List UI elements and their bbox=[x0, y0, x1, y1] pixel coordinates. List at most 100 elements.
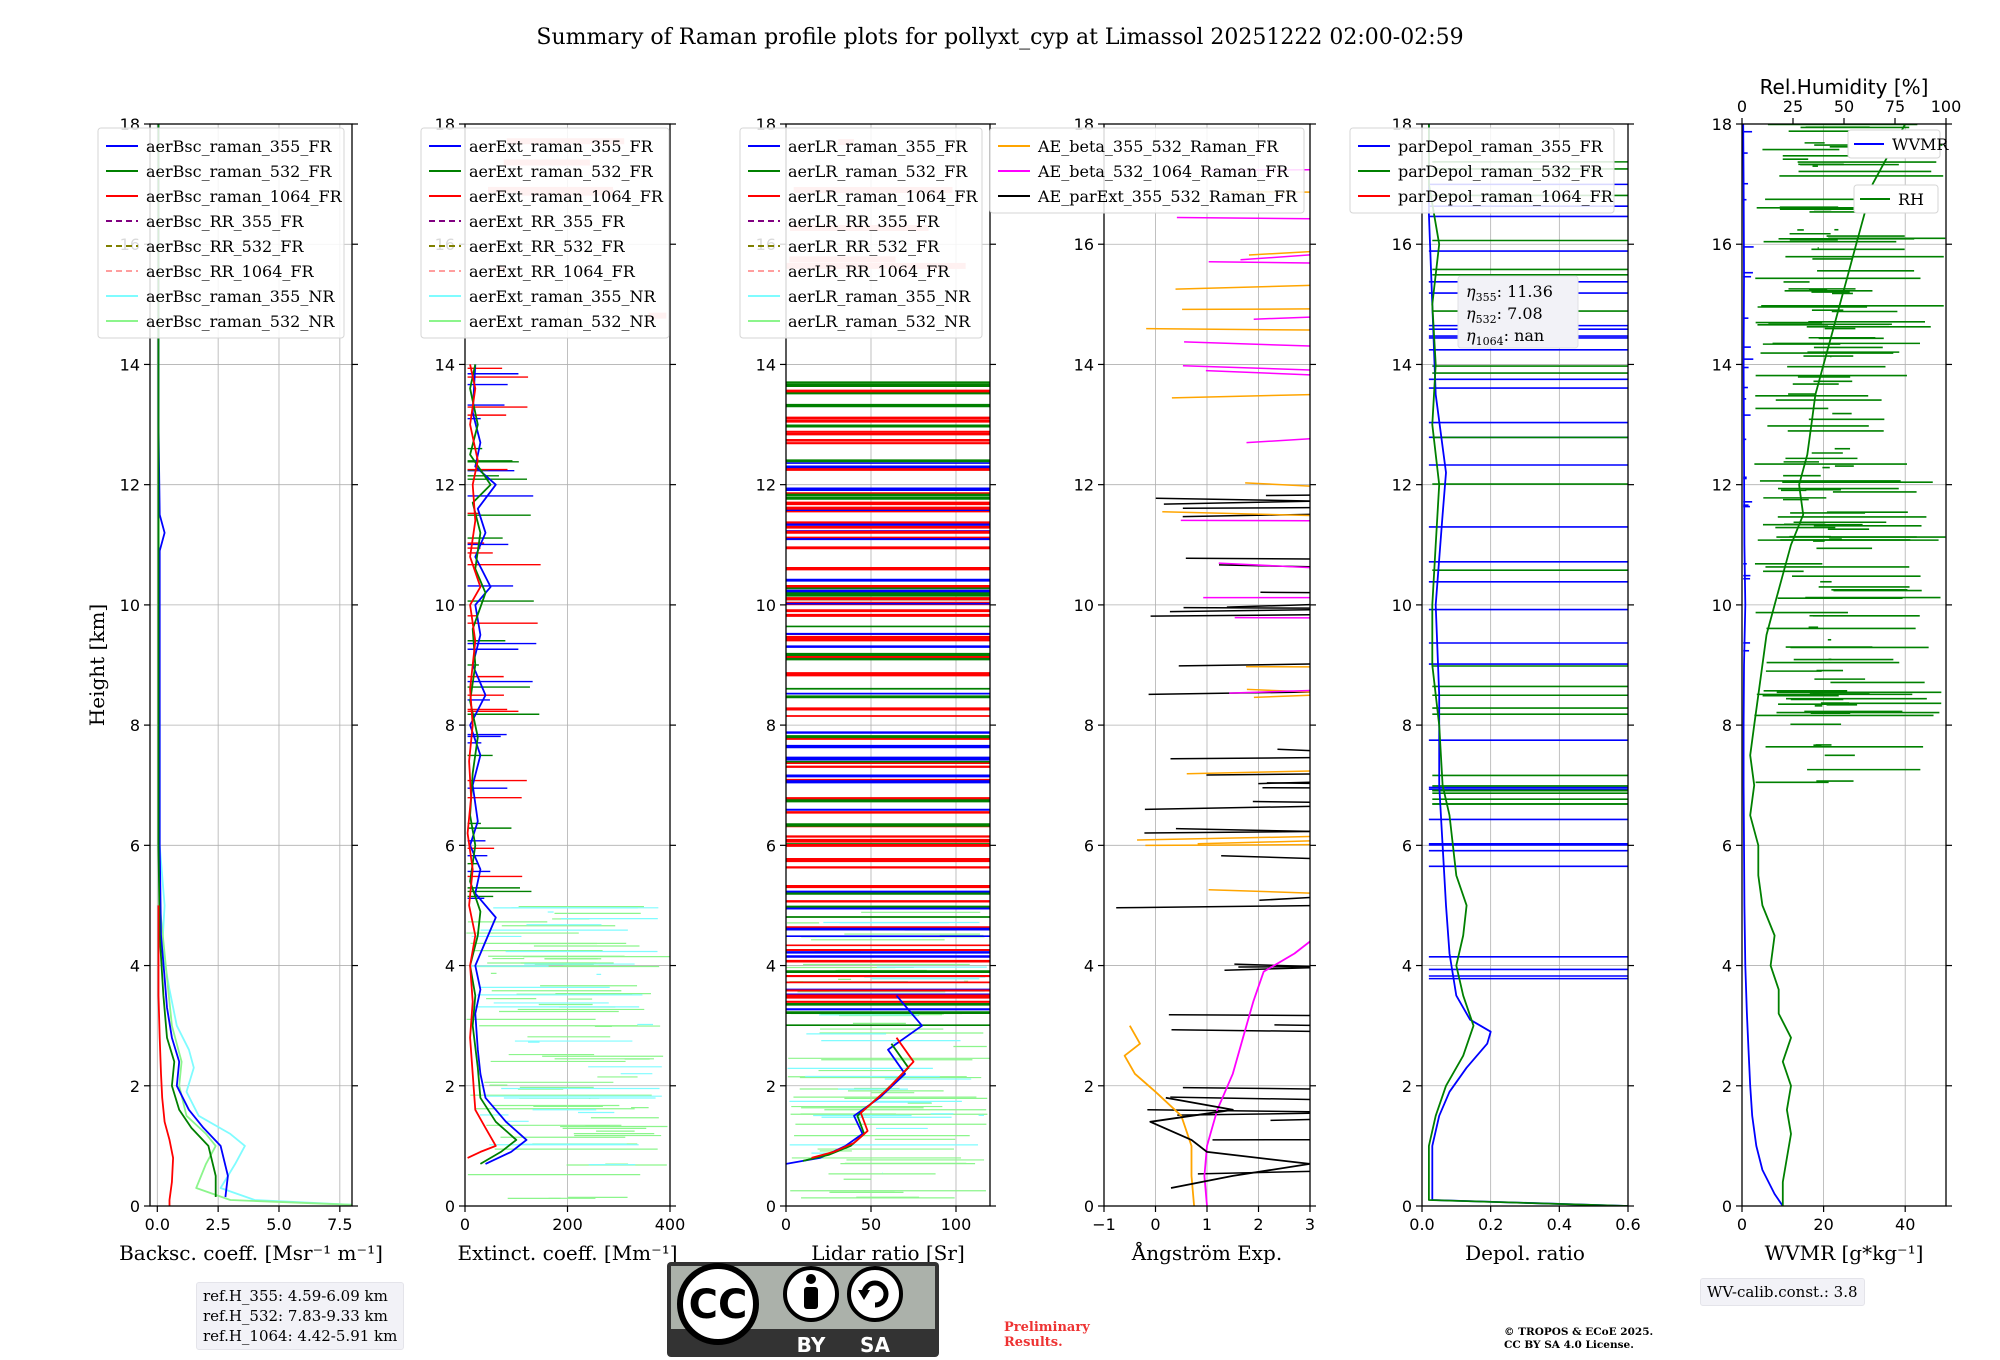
ref-height-532: ref.H_532: 7.83-9.33 km bbox=[203, 1307, 388, 1325]
legend-box bbox=[1847, 129, 1941, 159]
ytick-label: 0 bbox=[1722, 1197, 1732, 1216]
ae-orange-segment bbox=[1146, 327, 1310, 331]
xtick-label: 2.5 bbox=[205, 1215, 230, 1234]
ae-black-segment bbox=[1171, 1028, 1310, 1033]
ytick-label: 14 bbox=[1074, 355, 1094, 374]
ytick-label: 0 bbox=[1402, 1197, 1412, 1216]
wv-xlabel: WVMR [g*kg⁻¹] bbox=[1765, 1241, 1924, 1265]
series-AE_beta_532_1064_Raman_FR bbox=[1203, 940, 1310, 1206]
ae-black-segment bbox=[1116, 904, 1310, 909]
ext-xlabel: Extinct. coeff. [Mm⁻¹] bbox=[457, 1241, 677, 1265]
ytick-label: 8 bbox=[1084, 716, 1094, 735]
series-aerBsc_raman_532_FR bbox=[157, 124, 217, 1197]
series-aerExt_raman_355_FR bbox=[469, 364, 528, 1165]
ref-height-355: ref.H_355: 4.59-6.09 km bbox=[203, 1287, 388, 1305]
xtick-label: 200 bbox=[552, 1215, 583, 1234]
cc-label: CC bbox=[689, 1282, 748, 1328]
ytick-label: 16 bbox=[1392, 235, 1412, 254]
lr-axes-frame bbox=[785, 123, 991, 1207]
ytick-label: 8 bbox=[130, 716, 140, 735]
ae-black-segment bbox=[1170, 1096, 1310, 1101]
xtick-label: 50 bbox=[861, 1215, 881, 1234]
wv-top-xlabel: Rel.Humidity [%] bbox=[1760, 75, 1929, 99]
legend-box bbox=[1853, 184, 1939, 214]
legend-label: AE_beta_532_1064_Raman_FR bbox=[1037, 162, 1289, 181]
ytick-label: 12 bbox=[435, 476, 455, 495]
xtick-label: 3 bbox=[1305, 1215, 1315, 1234]
ae-black-segment bbox=[1144, 805, 1310, 811]
xtick-label: 20 bbox=[1813, 1215, 1833, 1234]
xtick-label: 400 bbox=[655, 1215, 686, 1234]
ytick-label: 12 bbox=[1392, 476, 1412, 495]
ae-orange-segment bbox=[1245, 482, 1310, 487]
ytick-label: 2 bbox=[1084, 1077, 1094, 1096]
legend-label: aerBsc_RR_532_FR bbox=[146, 237, 304, 256]
wv-plot-area bbox=[1742, 124, 1946, 1206]
ytick-label: 10 bbox=[1712, 596, 1732, 615]
series-parDepol_raman_532_FR bbox=[1428, 124, 1628, 1206]
cc-license-badge: CC BY SA bbox=[667, 1262, 939, 1357]
ae-black-segment bbox=[1234, 963, 1310, 968]
legend-label: aerExt_raman_1064_FR bbox=[469, 187, 664, 206]
top-xtick-label: 0 bbox=[1737, 97, 1747, 116]
wv-calib-const: WV-calib.const.: 3.8 bbox=[1707, 1283, 1858, 1301]
series-aerLR_raman_1064_FR bbox=[811, 1037, 915, 1159]
cc-icon bbox=[677, 1263, 759, 1345]
legend-label: aerLR_RR_532_FR bbox=[788, 237, 940, 256]
ytick-label: 14 bbox=[435, 355, 455, 374]
top-xtick-label: 75 bbox=[1885, 97, 1905, 116]
ytick-label: 2 bbox=[1722, 1077, 1732, 1096]
copyright-note: © TROPOS & ECoE 2025. CC BY SA 4.0 Licen… bbox=[1504, 1326, 1654, 1351]
legend-label: aerBsc_raman_355_FR bbox=[146, 137, 332, 156]
ae-magenta-segment bbox=[1218, 562, 1310, 569]
ytick-label: 4 bbox=[766, 957, 776, 976]
ae-plot-area bbox=[1104, 124, 1310, 1206]
eta-value: : nan bbox=[1504, 326, 1545, 345]
ytick-label: 10 bbox=[435, 596, 455, 615]
legend-label: aerLR_raman_355_FR bbox=[788, 137, 968, 156]
ytick-label: 6 bbox=[1722, 836, 1732, 855]
sa-label: SA bbox=[860, 1333, 890, 1357]
ae-magenta-segment bbox=[1246, 437, 1310, 444]
legend-label: parDepol_raman_1064_FR bbox=[1398, 187, 1614, 206]
xtick-label: 0.6 bbox=[1615, 1215, 1640, 1234]
ae-black-segment bbox=[1259, 896, 1310, 902]
ytick-label: 6 bbox=[445, 836, 455, 855]
ae-orange-segment bbox=[1171, 393, 1310, 399]
ytick-label: 12 bbox=[756, 476, 776, 495]
legend-label: parDepol_raman_532_FR bbox=[1398, 162, 1604, 181]
ae-orange-segment bbox=[1145, 843, 1310, 847]
ytick-label: 16 bbox=[1074, 235, 1094, 254]
preliminary-note: Preliminary Results. bbox=[1004, 1320, 1090, 1350]
wv-legend: WVMR RH bbox=[1847, 129, 1949, 214]
legend-label: aerExt_RR_355_FR bbox=[469, 212, 626, 231]
ytick-label: 6 bbox=[1084, 836, 1094, 855]
legend-label-rh: RH bbox=[1898, 190, 1924, 209]
xtick-label: 0.0 bbox=[1409, 1215, 1434, 1234]
ytick-label: 6 bbox=[766, 836, 776, 855]
ae-black-segment bbox=[1175, 827, 1310, 833]
ae-black-segment bbox=[1185, 557, 1310, 560]
series-aerLR_raman_355_FR bbox=[786, 995, 923, 1165]
ytick-label: 8 bbox=[1402, 716, 1412, 735]
lr-plot-area bbox=[786, 124, 990, 1206]
bsc-axes-frame bbox=[149, 123, 353, 1207]
ytick-label: 6 bbox=[1402, 836, 1412, 855]
ytick-label: 14 bbox=[120, 355, 140, 374]
ae-orange-segment bbox=[1175, 284, 1310, 290]
legend-box bbox=[97, 127, 345, 339]
xtick-label: 100 bbox=[941, 1215, 972, 1234]
ytick-label: 12 bbox=[120, 476, 140, 495]
series-AE_beta_355_532_Raman_FR bbox=[1123, 1025, 1195, 1206]
xtick-label: 0.0 bbox=[145, 1215, 170, 1234]
xtick-label: 1 bbox=[1202, 1215, 1212, 1234]
ae-black-segment bbox=[1168, 1014, 1310, 1017]
series-aerExt_raman_1064_FR bbox=[466, 364, 497, 1159]
eta-subscript: 532 bbox=[1476, 313, 1497, 326]
depol-legend: parDepol_raman_355_FR parDepol_raman_532_… bbox=[1349, 127, 1615, 214]
xtick-label: 0 bbox=[1737, 1215, 1747, 1234]
xtick-label: 40 bbox=[1895, 1215, 1915, 1234]
ae-black-segment bbox=[1258, 781, 1310, 785]
